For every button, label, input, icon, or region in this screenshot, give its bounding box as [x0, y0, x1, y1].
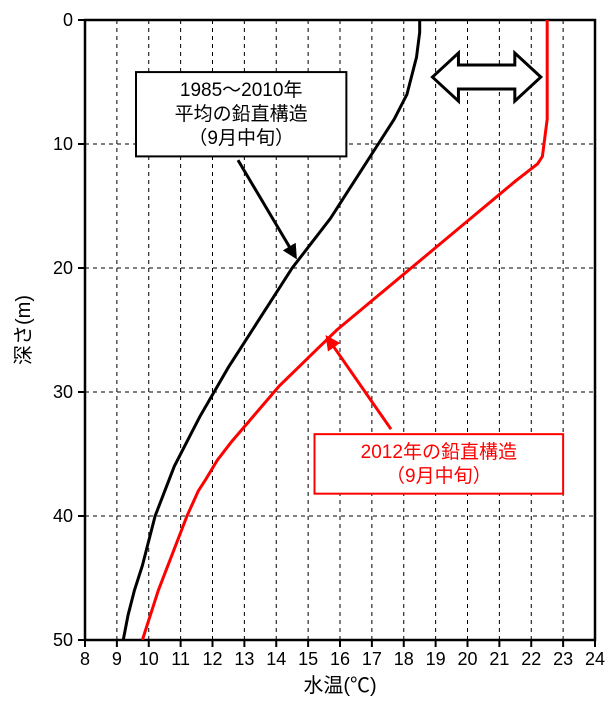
x-tick-label: 24: [585, 649, 605, 669]
y-tick-label: 10: [53, 134, 73, 154]
y-tick-label: 30: [53, 382, 73, 402]
y-tick-label: 40: [53, 506, 73, 526]
y-axis-label: 深さ(m): [12, 295, 35, 365]
callout-text-avg_1985_2010: 1985～2010年: [180, 79, 303, 101]
x-tick-label: 22: [521, 649, 541, 669]
y-tick-label: 20: [53, 258, 73, 278]
x-tick-label: 17: [362, 649, 382, 669]
x-tick-label: 12: [202, 649, 222, 669]
y-tick-label: 50: [53, 630, 73, 650]
x-tick-label: 19: [426, 649, 446, 669]
callout-text-year_2012: （9月中旬）: [386, 465, 492, 487]
callout-text-year_2012: 2012年の鉛直構造: [361, 441, 517, 463]
x-tick-label: 8: [80, 649, 90, 669]
x-tick-label: 16: [330, 649, 350, 669]
x-axis-label: 水温(℃): [303, 674, 376, 697]
x-tick-label: 20: [457, 649, 477, 669]
callout-text-avg_1985_2010: （9月中旬）: [188, 127, 294, 149]
vertical-temperature-profile-chart: 8 9 10 11 12 13 14 15 16 17 18 19 20 21 22 23 24 0 10 20 30 4…: [0, 0, 610, 710]
y-tick-label: 0: [63, 10, 73, 30]
x-tick-label: 10: [139, 649, 159, 669]
x-tick-label: 9: [112, 649, 122, 669]
callout-text-avg_1985_2010: 平均の鉛直構造: [175, 103, 308, 125]
x-tick-label: 23: [553, 649, 573, 669]
x-tick-label: 21: [489, 649, 509, 669]
x-tick-label: 18: [394, 649, 414, 669]
x-tick-label: 13: [234, 649, 254, 669]
x-tick-label: 15: [298, 649, 318, 669]
chart-svg: 8 9 10 11 12 13 14 15 16 17 18 19 20 21 22 23 24 0 10 20 30 4…: [0, 0, 610, 710]
x-tick-label: 11: [171, 649, 190, 669]
x-tick-label: 14: [266, 649, 286, 669]
